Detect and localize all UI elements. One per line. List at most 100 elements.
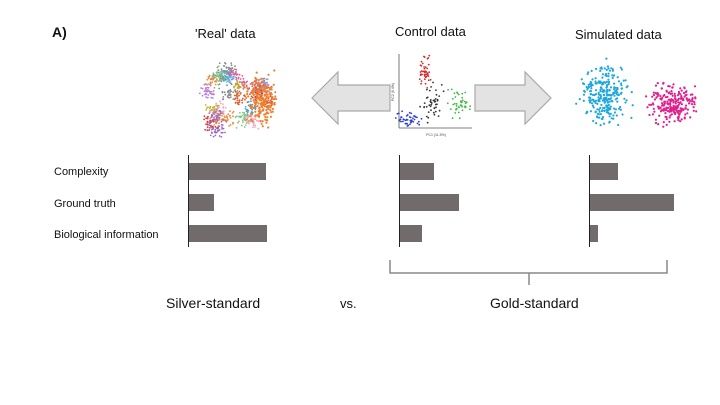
simulated-data-point xyxy=(669,114,672,117)
real-data-point xyxy=(239,93,242,95)
simulated-data-point xyxy=(598,110,601,113)
real-data-point xyxy=(218,135,221,137)
simulated-data-point xyxy=(595,122,598,125)
simulated-data-point xyxy=(612,114,615,117)
simulated-data-point xyxy=(693,85,697,88)
control-data-thumbnail: PC1 (11.5%) PC2 (6.4%) xyxy=(391,54,472,137)
real-data-point xyxy=(243,80,246,83)
real-data-point xyxy=(206,78,209,81)
control-data-point xyxy=(432,111,435,114)
simulated-data-point xyxy=(587,71,590,74)
real-data-point xyxy=(225,67,228,69)
simulated-data-point xyxy=(664,115,667,118)
real-data-point xyxy=(220,80,223,83)
simulated-data-point xyxy=(674,102,677,105)
simulated-data-point xyxy=(676,94,680,97)
simulated-data-point xyxy=(597,93,601,96)
real-data-point xyxy=(255,119,258,122)
simulated-data-point xyxy=(615,114,618,117)
real-data-point xyxy=(267,104,270,107)
real-data-point xyxy=(227,96,229,98)
simulated-data-point xyxy=(680,103,684,106)
real-data-point xyxy=(228,76,230,79)
simulated-data-point xyxy=(594,82,597,85)
simulated-data-point xyxy=(600,103,603,106)
control-data-point xyxy=(457,106,460,108)
real-data-point xyxy=(251,81,254,84)
simulated-data-point xyxy=(619,92,623,95)
real-data-point xyxy=(263,84,266,87)
right-arrow-icon xyxy=(474,70,552,126)
simulated-data-point xyxy=(658,114,661,117)
control-data-point xyxy=(455,103,458,105)
simulated-data-point xyxy=(598,81,602,85)
control-complexity-bar xyxy=(400,163,434,180)
simulated-data-point xyxy=(661,96,664,100)
simulated-data-point xyxy=(682,99,685,102)
real-data-point xyxy=(228,125,231,127)
simulated-data-point xyxy=(693,103,696,106)
real-data-point xyxy=(207,86,210,89)
real-data-point xyxy=(273,103,276,106)
real-data-point xyxy=(255,78,258,81)
real-data-point xyxy=(209,106,212,109)
real-data-point xyxy=(255,93,258,96)
simulated-data-point xyxy=(620,87,623,90)
control-data-point xyxy=(452,103,455,106)
simulated-data-point xyxy=(601,83,604,86)
real-data-point xyxy=(246,108,249,111)
control-data-point xyxy=(461,109,464,112)
real-data-point xyxy=(263,94,266,97)
control-biological-information-bar xyxy=(400,225,422,242)
real-data-point xyxy=(235,68,238,71)
real-data-point xyxy=(251,85,254,88)
control-data-point xyxy=(455,107,458,110)
simulated-data-point xyxy=(684,94,687,97)
real-biological-information-bar xyxy=(189,225,267,242)
real-data-point xyxy=(265,95,268,98)
real-data-point xyxy=(257,110,260,113)
simulated-data-point xyxy=(599,124,602,127)
real-data-point xyxy=(209,109,212,112)
control-data-point xyxy=(455,104,458,107)
simulated-data-point xyxy=(623,97,626,100)
real-data-point xyxy=(249,115,252,118)
simulated-data-point xyxy=(600,117,604,120)
simulated-data-point xyxy=(612,88,616,91)
real-data-point xyxy=(209,127,211,129)
simulated-data-point xyxy=(607,106,611,110)
real-data-point xyxy=(229,94,232,96)
real-data-point xyxy=(234,65,236,68)
real-data-point xyxy=(263,86,266,89)
real-data-point xyxy=(217,118,219,120)
real-data-point xyxy=(259,93,262,97)
real-data-point xyxy=(215,116,218,119)
real-data-point xyxy=(224,76,226,79)
real-data-point xyxy=(227,89,230,92)
real-data-point xyxy=(223,62,226,64)
simulated-data-point xyxy=(616,86,619,90)
real-data-point xyxy=(266,111,269,114)
real-data-point xyxy=(209,81,212,84)
real-data-point xyxy=(236,87,239,89)
simulated-data-point xyxy=(668,85,671,88)
real-data-point xyxy=(239,112,241,114)
real-data-point xyxy=(211,81,214,84)
control-data-point xyxy=(423,67,426,70)
simulated-data-point xyxy=(606,90,609,93)
real-data-point xyxy=(255,100,258,103)
real-data-point xyxy=(254,96,257,99)
real-data-point xyxy=(207,106,209,109)
simulated-data-point xyxy=(676,116,680,119)
simulated-data-point xyxy=(648,113,651,117)
real-data-point xyxy=(215,122,218,125)
control-data-point xyxy=(421,73,423,76)
simulated-data-point xyxy=(589,99,592,102)
simulated-data-point xyxy=(668,110,671,113)
simulated-data-point xyxy=(664,96,668,99)
real-data-point xyxy=(260,99,263,102)
real-data-point xyxy=(226,84,228,87)
real-data-point xyxy=(204,104,207,106)
control-data-point xyxy=(426,67,429,70)
simulated-data-point xyxy=(619,108,622,111)
